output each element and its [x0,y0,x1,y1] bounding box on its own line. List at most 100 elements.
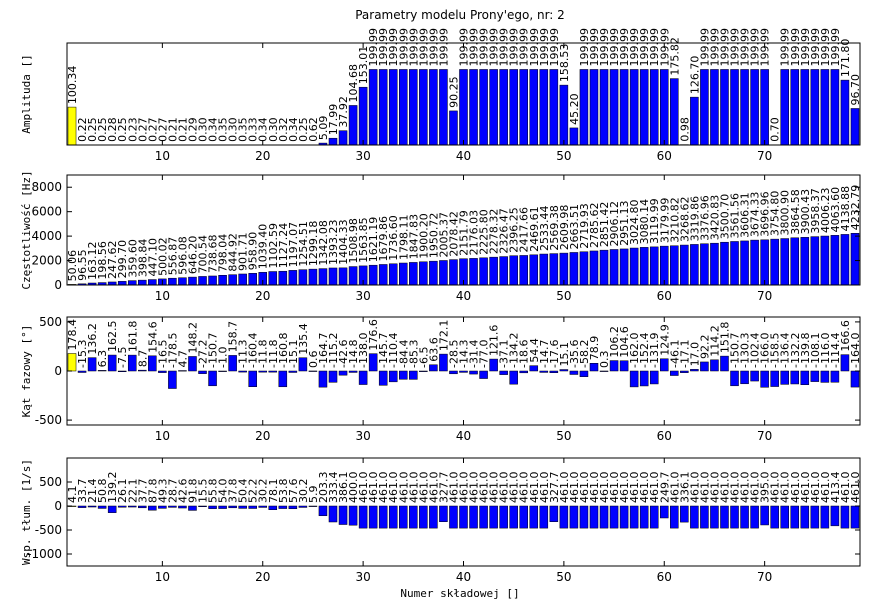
bar-value-label: 1950.72 [427,213,440,259]
bar-value-label: -164.0 [849,333,862,368]
bar-value-label: 5.09 [317,116,330,141]
x-tick-label: 20 [255,570,270,584]
bar-value-label: -132.2 [789,333,802,368]
bar-value-label: 199.99 [658,28,671,67]
bar [459,370,468,373]
bar [750,69,759,145]
bar [760,505,769,526]
bar [549,505,559,522]
bar [87,505,97,508]
bar [238,273,247,285]
bar-value-label: 4.1 [66,486,79,504]
bar [489,69,498,145]
bar-value-label: 958.90 [247,232,260,271]
bar-value-label: 2278.32 [488,209,501,255]
bar [439,353,448,372]
bar [338,505,348,525]
bar [138,279,147,285]
bar-value-label: -28.5 [447,340,460,368]
bar-value-label: -11.8 [267,340,280,368]
bar-value-label: 0.27 [136,117,149,142]
bar-value-label: 199.99 [638,28,651,67]
bar-value-label: 1404.33 [337,219,350,265]
bar [519,370,528,374]
bar [509,370,518,385]
bar [589,250,599,285]
bar-value-label: 2569.38 [548,205,561,251]
bar [338,370,348,376]
bar [629,505,639,529]
bar [107,505,117,513]
x-tick-label: 60 [657,149,672,163]
bar-value-label: -116.0 [819,333,832,368]
bar-value-label: 1342.08 [317,220,330,266]
y-tick-label: 2000 [31,254,62,268]
bar [298,269,308,285]
bar [439,260,448,285]
bar-value-label: -139.8 [799,333,812,368]
bar [499,69,508,145]
bar [268,370,278,373]
x-tick-label: 70 [757,429,772,443]
bar [559,84,569,145]
bar-value-label: 100.34 [66,66,79,105]
bar [188,356,197,372]
bar-value-label: 78.9 [588,336,601,361]
y-axis-label: Amplituda [] [20,54,33,133]
bar-value-label: 30.2 [297,479,310,504]
bar-value-label: 1563.85 [357,217,370,263]
bar-value-label: 3420.83 [708,195,721,241]
bar-value-label: 0.34 [257,117,270,142]
bar-value-label: -136.4 [779,333,792,368]
bar-value-label: 1393.23 [327,219,340,265]
bar-value-label: 199.99 [417,28,430,67]
bar [399,262,408,285]
bar-value-label: 461.0 [638,472,651,504]
bar-value-label: 646.20 [186,236,199,275]
bar-value-label: 1621.19 [367,217,380,263]
bar [569,370,579,375]
bar [318,268,328,285]
bar-value-label: 413.4 [829,472,842,504]
bar-series [67,353,860,389]
bar-value-label: -46.1 [668,340,681,368]
bar-value-label: 336.1 [678,472,691,504]
bar-value-label: 0.98 [678,117,691,142]
bar-value-label: 199.99 [718,28,731,67]
bar [388,505,398,529]
bar [358,370,368,385]
bar-value-label: 400.0 [347,472,360,504]
bar [449,259,458,285]
bar [639,505,649,529]
bar-labels: 100.340.220.250.250.280.250.230.270.270.… [66,28,862,142]
bar [790,370,800,385]
bar-value-label: 162.5 [106,321,119,353]
bar [148,279,157,285]
bar-value-label: -11.3 [237,340,250,368]
bar [168,505,177,508]
bar [388,69,398,145]
bar [519,505,528,529]
bar [509,69,518,145]
bar-value-label: 199.99 [779,28,792,67]
bar [539,505,549,529]
bar [659,69,669,145]
bar [208,370,217,387]
bar-value-label: 96.55 [76,249,89,281]
bar [730,370,739,387]
bar-value-label: 2469.61 [528,206,541,252]
bar [97,505,107,509]
bar-value-label: -14.7 [538,340,551,368]
x-tick-label: 20 [255,149,270,163]
bar-value-label: -58.2 [578,340,591,368]
bar [850,233,860,285]
bar [529,505,539,529]
bar [680,505,689,523]
bar-value-label: 3268.62 [678,197,691,243]
bar-value-label: 0.30 [227,117,240,142]
bar-value-label: 461.0 [427,472,440,504]
bar [750,505,759,529]
x-tick-label: 10 [155,429,170,443]
bar [569,127,579,145]
bar [820,505,830,529]
